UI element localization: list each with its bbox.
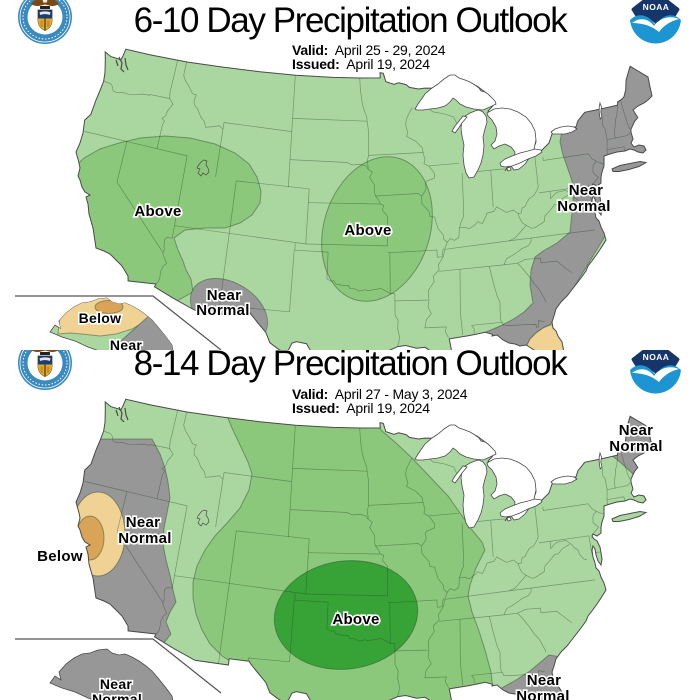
svg-text:Normal: Normal: [92, 691, 142, 700]
svg-text:Below: Below: [79, 310, 122, 326]
svg-text:Near: Near: [569, 182, 604, 199]
svg-text:Below: Below: [37, 548, 83, 565]
svg-text:Normal: Normal: [118, 530, 171, 547]
svg-text:Above: Above: [344, 222, 391, 239]
svg-text:NOAA: NOAA: [643, 352, 670, 362]
svg-text:Near: Near: [527, 672, 562, 689]
svg-text:Near: Near: [619, 422, 654, 439]
svg-text:Normal: Normal: [609, 438, 662, 455]
svg-text:Normal: Normal: [196, 302, 249, 319]
svg-text:Above: Above: [134, 203, 181, 220]
svg-text:Near: Near: [126, 514, 161, 531]
svg-text:Normal: Normal: [516, 688, 569, 700]
svg-text:NOAA: NOAA: [643, 2, 670, 12]
svg-text:Near: Near: [100, 676, 133, 692]
svg-text:Normal: Normal: [557, 198, 610, 215]
svg-text:Near: Near: [207, 287, 242, 304]
svg-text:Near: Near: [110, 337, 143, 350]
svg-text:Above: Above: [332, 611, 379, 628]
